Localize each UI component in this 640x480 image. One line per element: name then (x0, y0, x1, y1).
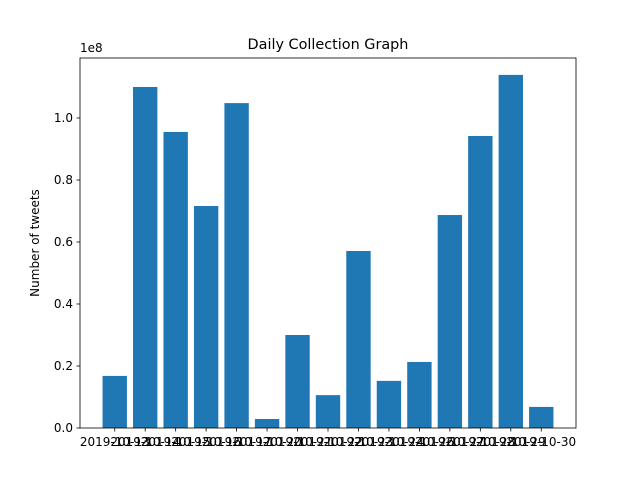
bar (254, 419, 280, 428)
bar (437, 215, 463, 428)
bar (407, 361, 432, 428)
bar (133, 86, 158, 428)
y-tick-label: 0.6 (54, 235, 73, 249)
chart-title: Daily Collection Graph (248, 37, 409, 53)
x-tick-label: 2019-10-27 (415, 435, 485, 449)
x-tick-label: 2019-10-22 (293, 435, 363, 449)
y-axis-label: Number of tweets (28, 189, 42, 297)
x-tick-label: 2019-10-23 (324, 435, 394, 449)
x-tick-label: 2019-10-28 (445, 435, 515, 449)
plot-frame (79, 57, 577, 429)
y-tick-label: 0.4 (54, 297, 73, 311)
y-offset-label: 1e8 (80, 41, 103, 55)
bar (193, 206, 219, 428)
y-tick-label: 0.8 (54, 173, 73, 187)
x-tick-label: 2019-10-21 (263, 435, 333, 449)
x-tick-label: 2019-10-15 (141, 435, 211, 449)
bar (163, 131, 188, 429)
x-tick-label: 2019-10-14 (110, 435, 180, 449)
x-tick-label: 2019-10-17 (202, 435, 272, 449)
x-tick-label: 2019-10-20 (232, 435, 302, 449)
x-tick-label: 2019-10-13 (80, 435, 150, 449)
bar (102, 375, 127, 428)
x-tick-label: 2019-10-16 (171, 435, 241, 449)
bar (529, 406, 554, 428)
bar (285, 334, 310, 428)
bar (315, 395, 341, 428)
y-tick-label: 0.2 (54, 359, 73, 373)
bar (224, 103, 249, 429)
bar (346, 250, 371, 428)
x-tick-label: 2019-10-29 (476, 435, 546, 449)
x-tick-label: 2019-10-24 (354, 435, 424, 449)
y-tick-label: 1.0 (54, 111, 73, 125)
bar (498, 74, 523, 428)
y-tick-label: 0.0 (54, 421, 73, 435)
x-tick-label: 2019-10-30 (506, 435, 576, 449)
bar (376, 380, 402, 428)
bar (468, 135, 493, 429)
x-tick-label: 2019-10-26 (385, 435, 455, 449)
